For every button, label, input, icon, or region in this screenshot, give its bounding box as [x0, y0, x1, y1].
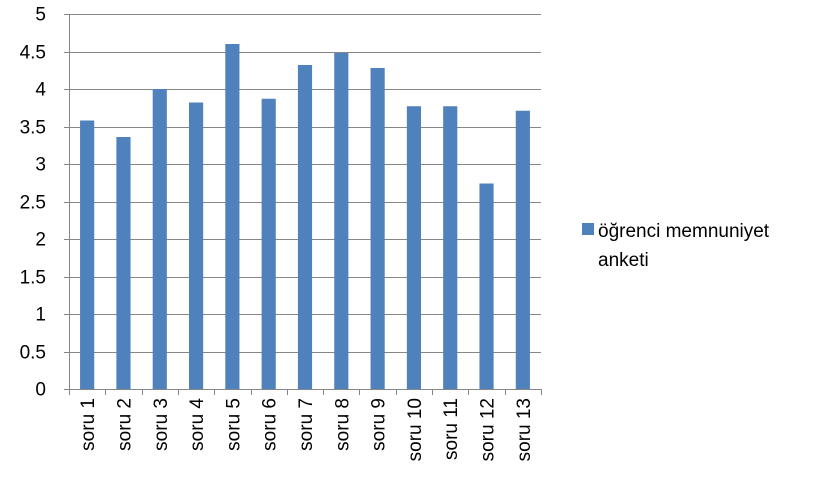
bar [152, 89, 167, 389]
x-tick-label: soru 3 [151, 398, 172, 451]
bar [116, 137, 131, 389]
legend-label: öğrenci memnuniyet anketi [598, 221, 770, 271]
x-tick-label: soru 11 [441, 398, 462, 460]
bar [334, 53, 349, 389]
x-tick-label: soru 12 [478, 398, 499, 461]
y-tick-label: 0.5 [20, 343, 46, 364]
bar [189, 102, 204, 389]
y-tick-label: 4 [35, 80, 46, 101]
y-tick-label: 3 [35, 155, 46, 176]
x-tick-label: soru 4 [187, 398, 208, 451]
bar [370, 68, 385, 389]
y-tick-label: 2.5 [20, 193, 46, 214]
y-tick-label: 5 [35, 5, 46, 26]
y-tick-label: 1 [35, 305, 46, 326]
axes [64, 14, 542, 395]
y-tick-label: 3.5 [20, 118, 46, 139]
x-tick-label: soru 1 [78, 398, 99, 451]
y-tick-label: 2 [35, 230, 46, 251]
bar [297, 65, 313, 389]
y-tick-labels: 0 0.5 1 1.5 2 2.5 3 3.5 4 4.5 5 [20, 5, 47, 401]
x-tick-label: soru 5 [223, 398, 244, 451]
x-tick-label: soru 9 [369, 398, 390, 451]
bars [80, 44, 530, 389]
y-tick-label: 1.5 [20, 268, 46, 289]
bar [225, 44, 240, 389]
x-tick-label: soru 10 [405, 398, 426, 461]
bar [515, 110, 530, 389]
bar [443, 106, 458, 389]
legend-swatch [582, 223, 594, 235]
y-tick-label: 4.5 [20, 43, 46, 64]
x-tick-label: soru 6 [260, 398, 281, 451]
x-tick-labels: soru 1 soru 2 soru 3 soru 4 soru 5 soru 6 soru… [78, 398, 535, 462]
x-tick-label: soru 2 [114, 398, 135, 451]
bar [406, 106, 421, 389]
bar [261, 98, 276, 389]
x-tick-label: soru 13 [514, 398, 535, 461]
x-tick-label: soru 8 [332, 398, 353, 451]
y-tick-label: 0 [35, 380, 46, 401]
bar [80, 120, 95, 389]
legend: öğrenci memnuniyet anketi [582, 217, 827, 275]
x-tick-label: soru 7 [296, 398, 317, 451]
bar [479, 183, 494, 389]
